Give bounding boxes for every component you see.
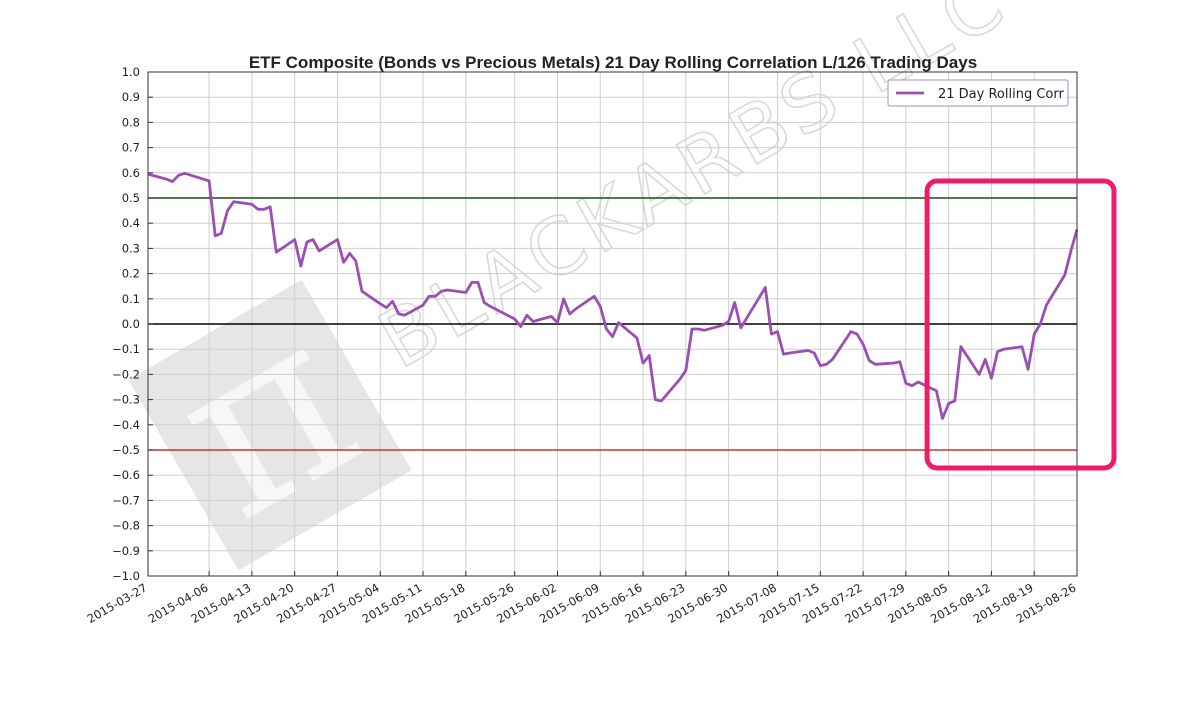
y-tick-label: 0.4	[122, 216, 140, 230]
y-tick-label: −0.6	[112, 468, 140, 482]
y-tick-label: 0.7	[122, 141, 140, 155]
y-tick-label: −1.0	[112, 569, 140, 583]
watermark-logo: π	[128, 264, 412, 571]
legend: 21 Day Rolling Corr	[887, 79, 1069, 107]
x-tick-label: 2015-03-27	[85, 580, 150, 626]
chart-title: ETF Composite (Bonds vs Precious Metals)…	[249, 53, 977, 72]
y-tick-label: −0.2	[112, 367, 140, 381]
y-tick-label: 0.5	[122, 191, 140, 205]
y-tick-label: 1.0	[122, 65, 140, 79]
y-tick-label: 0.8	[122, 115, 140, 129]
watermark: π BLACKARBS LLC	[128, 0, 1024, 571]
y-tick-label: −0.5	[112, 443, 140, 457]
x-axis: 2015-03-272015-04-062015-04-132015-04-20…	[85, 571, 1079, 626]
legend-label: 21 Day Rolling Corr	[938, 87, 1064, 102]
y-axis: 1.0 0.9 0.8 0.7 0.6 0.5 0.4 0.3 0.2 0.1 0.0 −0.1 −0.…	[112, 65, 153, 583]
y-tick-label: 0.6	[122, 166, 140, 180]
y-tick-label: −0.3	[112, 393, 140, 407]
y-tick-label: −0.1	[112, 342, 140, 356]
y-tick-label: −0.8	[112, 519, 140, 533]
y-tick-label: −0.4	[112, 418, 140, 432]
reference-lines	[148, 197, 1077, 451]
y-tick-label: 0.2	[122, 267, 140, 281]
y-tick-label: 0.1	[122, 292, 140, 306]
highlight-box	[924, 178, 1117, 471]
y-tick-label: −0.7	[112, 493, 140, 507]
y-tick-label: 0.9	[122, 90, 140, 104]
y-tick-label: −0.9	[112, 544, 140, 558]
legend-box	[887, 79, 1069, 107]
y-tick-label: 0.0	[122, 317, 140, 331]
y-tick-label: 0.3	[122, 241, 140, 255]
